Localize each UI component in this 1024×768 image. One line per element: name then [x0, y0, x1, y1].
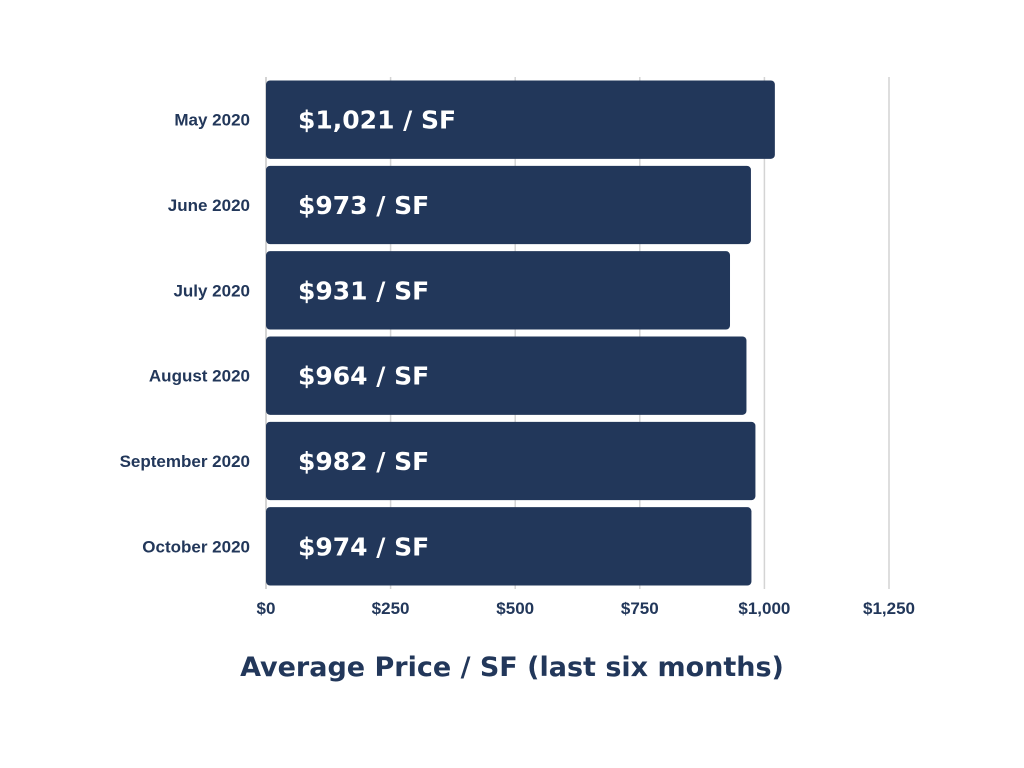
x-tick-label: $500	[496, 599, 534, 618]
bar	[266, 507, 752, 586]
category-label: September 2020	[120, 452, 250, 471]
category-label: August 2020	[149, 367, 250, 386]
bar	[266, 336, 747, 415]
x-axis-title: Average Price / SF (last six months)	[240, 652, 784, 683]
bar-value-label: $964 / SF	[298, 362, 429, 391]
bar-value-label: $931 / SF	[298, 276, 429, 305]
category-label: October 2020	[142, 537, 250, 556]
bar-value-label: $982 / SF	[298, 447, 429, 476]
bar	[266, 80, 775, 159]
bar-value-label: $1,021 / SF	[298, 106, 456, 135]
x-tick-label: $0	[257, 599, 276, 618]
category-label: June 2020	[168, 196, 250, 215]
gridlines	[265, 77, 890, 589]
x-tick-label: $1,250	[863, 599, 915, 618]
category-label: July 2020	[173, 281, 250, 300]
x-tick-label: $250	[372, 599, 410, 618]
bar-value-label: $974 / SF	[298, 532, 429, 561]
x-axis-ticks: $0 $250 $500 $750 $1,000 $1,250	[257, 599, 915, 618]
bar	[266, 165, 751, 245]
category-labels: May 2020 June 2020 July 2020 August 2020 Sep…	[120, 111, 250, 557]
bars: $1,021 / SF $973 / SF $931 / SF $964 / SF $9…	[266, 80, 775, 586]
category-label: May 2020	[174, 111, 250, 130]
bar-value-label: $973 / SF	[298, 191, 429, 220]
x-tick-label: $1,000	[738, 599, 790, 618]
bar	[266, 251, 731, 330]
bar	[266, 421, 756, 501]
x-tick-label: $750	[621, 599, 659, 618]
